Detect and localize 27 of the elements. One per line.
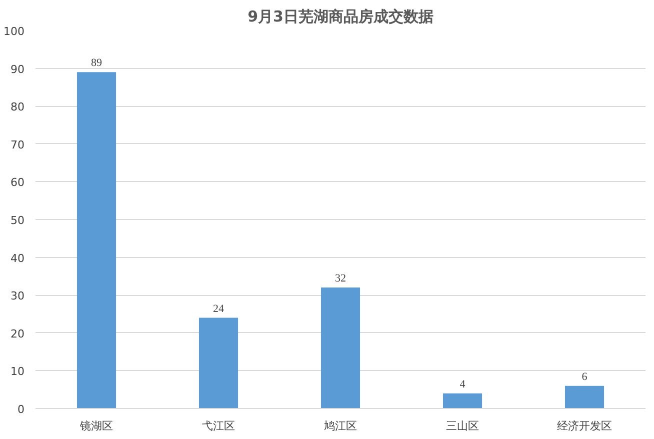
y-tick-label: 40	[10, 252, 25, 265]
bar	[564, 386, 604, 408]
y-tick-label: 0	[18, 403, 24, 416]
y-tick-label: 30	[10, 290, 25, 303]
bar	[76, 72, 116, 408]
data-label: 89	[91, 57, 102, 70]
x-tick-label: 三山区	[446, 420, 479, 432]
y-tick-label: 60	[10, 176, 25, 190]
bar	[320, 288, 360, 408]
y-tick-label: 90	[10, 62, 25, 76]
y-tick-label: 80	[10, 100, 25, 114]
data-label: 24	[213, 302, 224, 315]
bar	[442, 393, 482, 408]
y-tick-label: 50	[10, 214, 25, 227]
x-tick-label: 镜湖区	[79, 420, 113, 432]
data-label: 4	[460, 378, 466, 390]
y-tick-label: 20	[10, 327, 25, 340]
data-label: 6	[582, 370, 588, 383]
x-tick-label: 鸠江区	[324, 420, 357, 432]
chart-title: 9月3日芜湖商品房成交数据	[248, 8, 434, 26]
y-tick-label: 10	[10, 365, 25, 378]
bar	[198, 318, 238, 408]
x-tick-label: 经济开发区	[557, 420, 612, 432]
x-tick-label: 弋江区	[202, 420, 235, 432]
y-tick-label: 70	[10, 138, 25, 152]
data-label: 32	[335, 272, 346, 285]
y-tick-label: 100	[4, 25, 25, 38]
